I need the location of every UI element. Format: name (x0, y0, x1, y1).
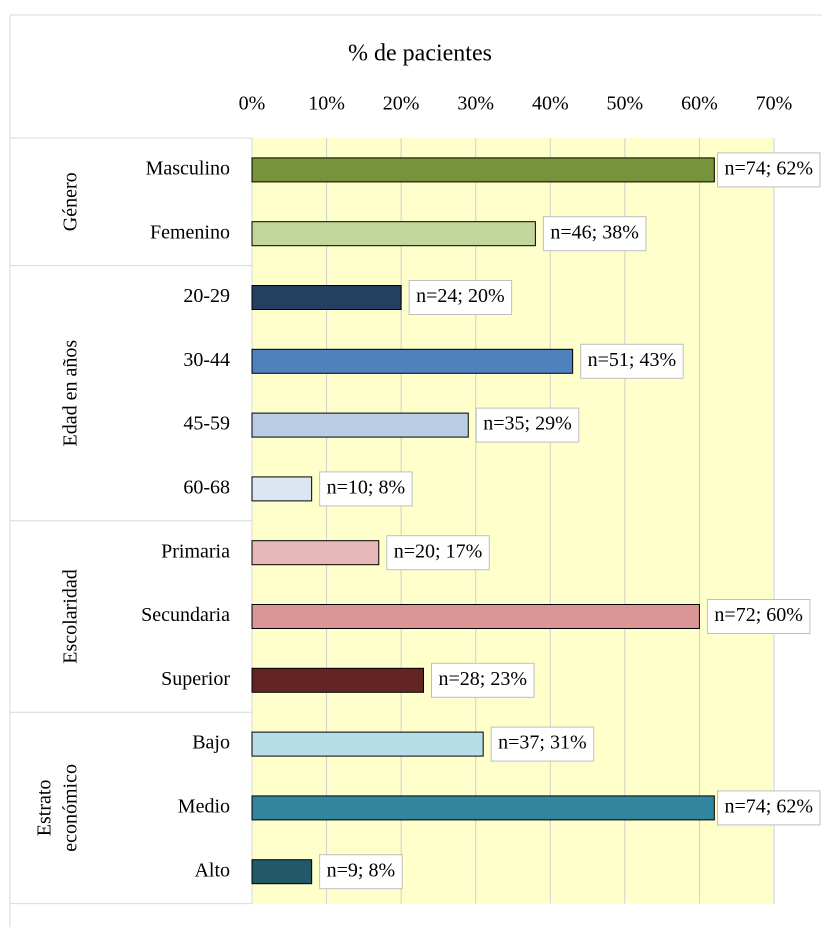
bar (251, 221, 536, 247)
y-tick-label: 60-68 (183, 476, 230, 498)
value-label-box (319, 471, 413, 507)
group-label: económico (60, 764, 82, 852)
value-label: n=74; 62% (725, 795, 814, 817)
value-label: n=37; 31% (498, 732, 586, 754)
value-label-box (386, 535, 490, 571)
bar (251, 731, 484, 757)
plot-area (252, 138, 774, 904)
value-label-box (319, 854, 403, 890)
y-tick-label: Bajo (192, 732, 230, 754)
x-tick-label: 40% (532, 93, 569, 115)
y-tick-label: Superior (161, 668, 230, 690)
value-label: n=20; 17% (394, 540, 483, 562)
bar (251, 859, 313, 885)
value-label: n=10; 8% (327, 476, 406, 498)
x-tick-label: 70% (756, 93, 793, 115)
value-label: n=51; 43% (588, 349, 677, 371)
y-tick-label: Masculino (146, 157, 230, 179)
y-tick-label: 20-29 (183, 285, 230, 307)
bar (251, 412, 469, 438)
y-tick-label: Primaria (161, 540, 230, 562)
y-tick-label: Alto (194, 859, 230, 881)
bar (251, 604, 700, 629)
bar (251, 285, 402, 310)
bar (251, 348, 574, 374)
group-label: Edad en años (60, 340, 82, 447)
group-label: Escolaridad (60, 569, 82, 663)
value-label-box (717, 790, 821, 826)
group-label: Género (60, 172, 82, 231)
value-label-box (475, 407, 580, 443)
value-label-box (490, 726, 595, 762)
value-label-box (408, 280, 513, 315)
y-tick-label: 45-59 (183, 413, 230, 435)
y-tick-label: Medio (178, 795, 230, 817)
value-label: n=74; 62% (725, 157, 814, 179)
value-label-box (542, 216, 647, 252)
bar (251, 540, 380, 566)
value-label: n=72; 60% (714, 604, 803, 626)
y-tick-label: Femenino (150, 221, 230, 243)
value-label: n=28; 23% (439, 668, 528, 690)
y-tick-label: Secundaria (141, 604, 230, 626)
value-label: n=46; 38% (550, 221, 639, 243)
x-tick-label: 50% (607, 93, 644, 115)
value-label-box (580, 343, 684, 379)
x-tick-label: 10% (308, 93, 345, 115)
bar (251, 667, 425, 693)
y-tick-label: 30-44 (183, 349, 230, 371)
value-label: n=35; 29% (483, 413, 572, 435)
value-label-box (717, 152, 821, 188)
bar (251, 476, 313, 502)
group-label: Estrato (34, 780, 56, 837)
value-label: n=9; 8% (327, 859, 396, 881)
x-tick-label: 60% (681, 93, 718, 115)
value-label: n=24; 20% (416, 285, 505, 307)
chart-title: % de pacientes (348, 41, 492, 67)
x-tick-label: 20% (383, 93, 420, 115)
x-tick-label: 30% (457, 93, 494, 115)
value-label-box (706, 599, 811, 634)
bar (251, 795, 715, 821)
value-label-box (431, 662, 535, 698)
bar (251, 157, 715, 183)
x-tick-label: 0% (239, 93, 266, 115)
